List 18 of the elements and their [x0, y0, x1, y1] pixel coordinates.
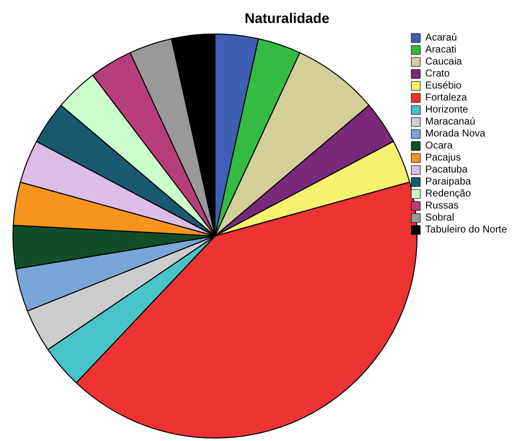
legend-label: Sobral — [425, 212, 454, 224]
legend-label: Redenção — [425, 188, 472, 200]
legend-label: Russas — [425, 200, 459, 212]
legend-label: Maracanaú — [425, 116, 476, 128]
legend-label: Caucaia — [425, 56, 462, 68]
legend-label: Pacajus — [425, 152, 461, 164]
legend-label: Fortaleza — [425, 92, 468, 104]
legend-label: Pacatuba — [425, 164, 468, 176]
chart-title: Naturalidade — [244, 10, 330, 26]
legend-label: Morada Nova — [425, 128, 486, 140]
legend-label: Acaraú — [425, 32, 457, 44]
legend-label: Ocara — [425, 140, 453, 152]
legend-label: Paraipaba — [425, 176, 472, 188]
legend-label: Crato — [425, 68, 450, 80]
legend-label: Horizonte — [425, 104, 469, 116]
legend-label: Aracati — [425, 44, 456, 56]
legend-label: Tabuleiro do Norte — [425, 224, 508, 236]
legend-label: Eusébio — [425, 80, 462, 92]
